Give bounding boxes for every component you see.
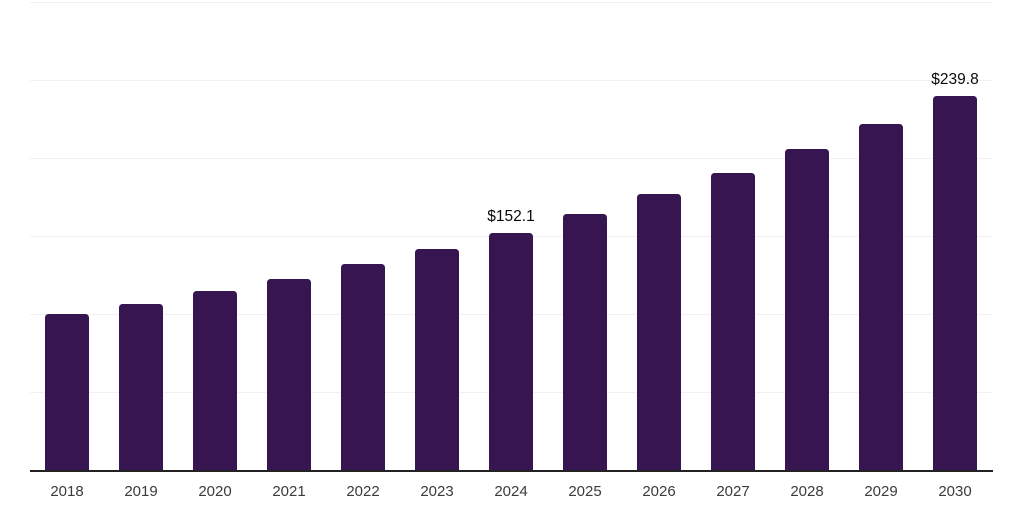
gridline <box>30 80 992 81</box>
gridline <box>30 2 992 3</box>
x-tick-2027: 2027 <box>716 483 750 500</box>
x-tick-2019: 2019 <box>124 483 158 500</box>
x-axis-line <box>30 470 993 472</box>
bar-2023 <box>415 249 459 470</box>
bar-2024 <box>489 232 533 470</box>
x-tick-2021: 2021 <box>272 483 306 500</box>
value-label-2024: $152.1 <box>487 207 535 225</box>
bar-2022 <box>341 264 385 470</box>
bar-2019 <box>119 304 163 470</box>
bar-2021 <box>267 279 311 470</box>
value-label-2030: $239.8 <box>931 70 979 88</box>
bar-2018 <box>45 314 89 470</box>
bar-2026 <box>637 194 681 470</box>
gridline <box>30 158 992 159</box>
x-tick-2023: 2023 <box>420 483 454 500</box>
bar-2027 <box>711 172 755 470</box>
bar-2029 <box>859 123 903 470</box>
x-tick-2022: 2022 <box>346 483 380 500</box>
x-tick-2025: 2025 <box>568 483 602 500</box>
x-tick-2024: 2024 <box>494 483 528 500</box>
x-tick-2030: 2030 <box>938 483 972 500</box>
x-tick-2026: 2026 <box>642 483 676 500</box>
bar-2030 <box>933 95 977 470</box>
x-tick-2018: 2018 <box>50 483 84 500</box>
bar-2025 <box>563 214 607 470</box>
bar-2028 <box>785 148 829 470</box>
x-tick-2029: 2029 <box>864 483 898 500</box>
x-tick-2028: 2028 <box>790 483 824 500</box>
bar-2020 <box>193 290 237 470</box>
x-tick-2020: 2020 <box>198 483 232 500</box>
